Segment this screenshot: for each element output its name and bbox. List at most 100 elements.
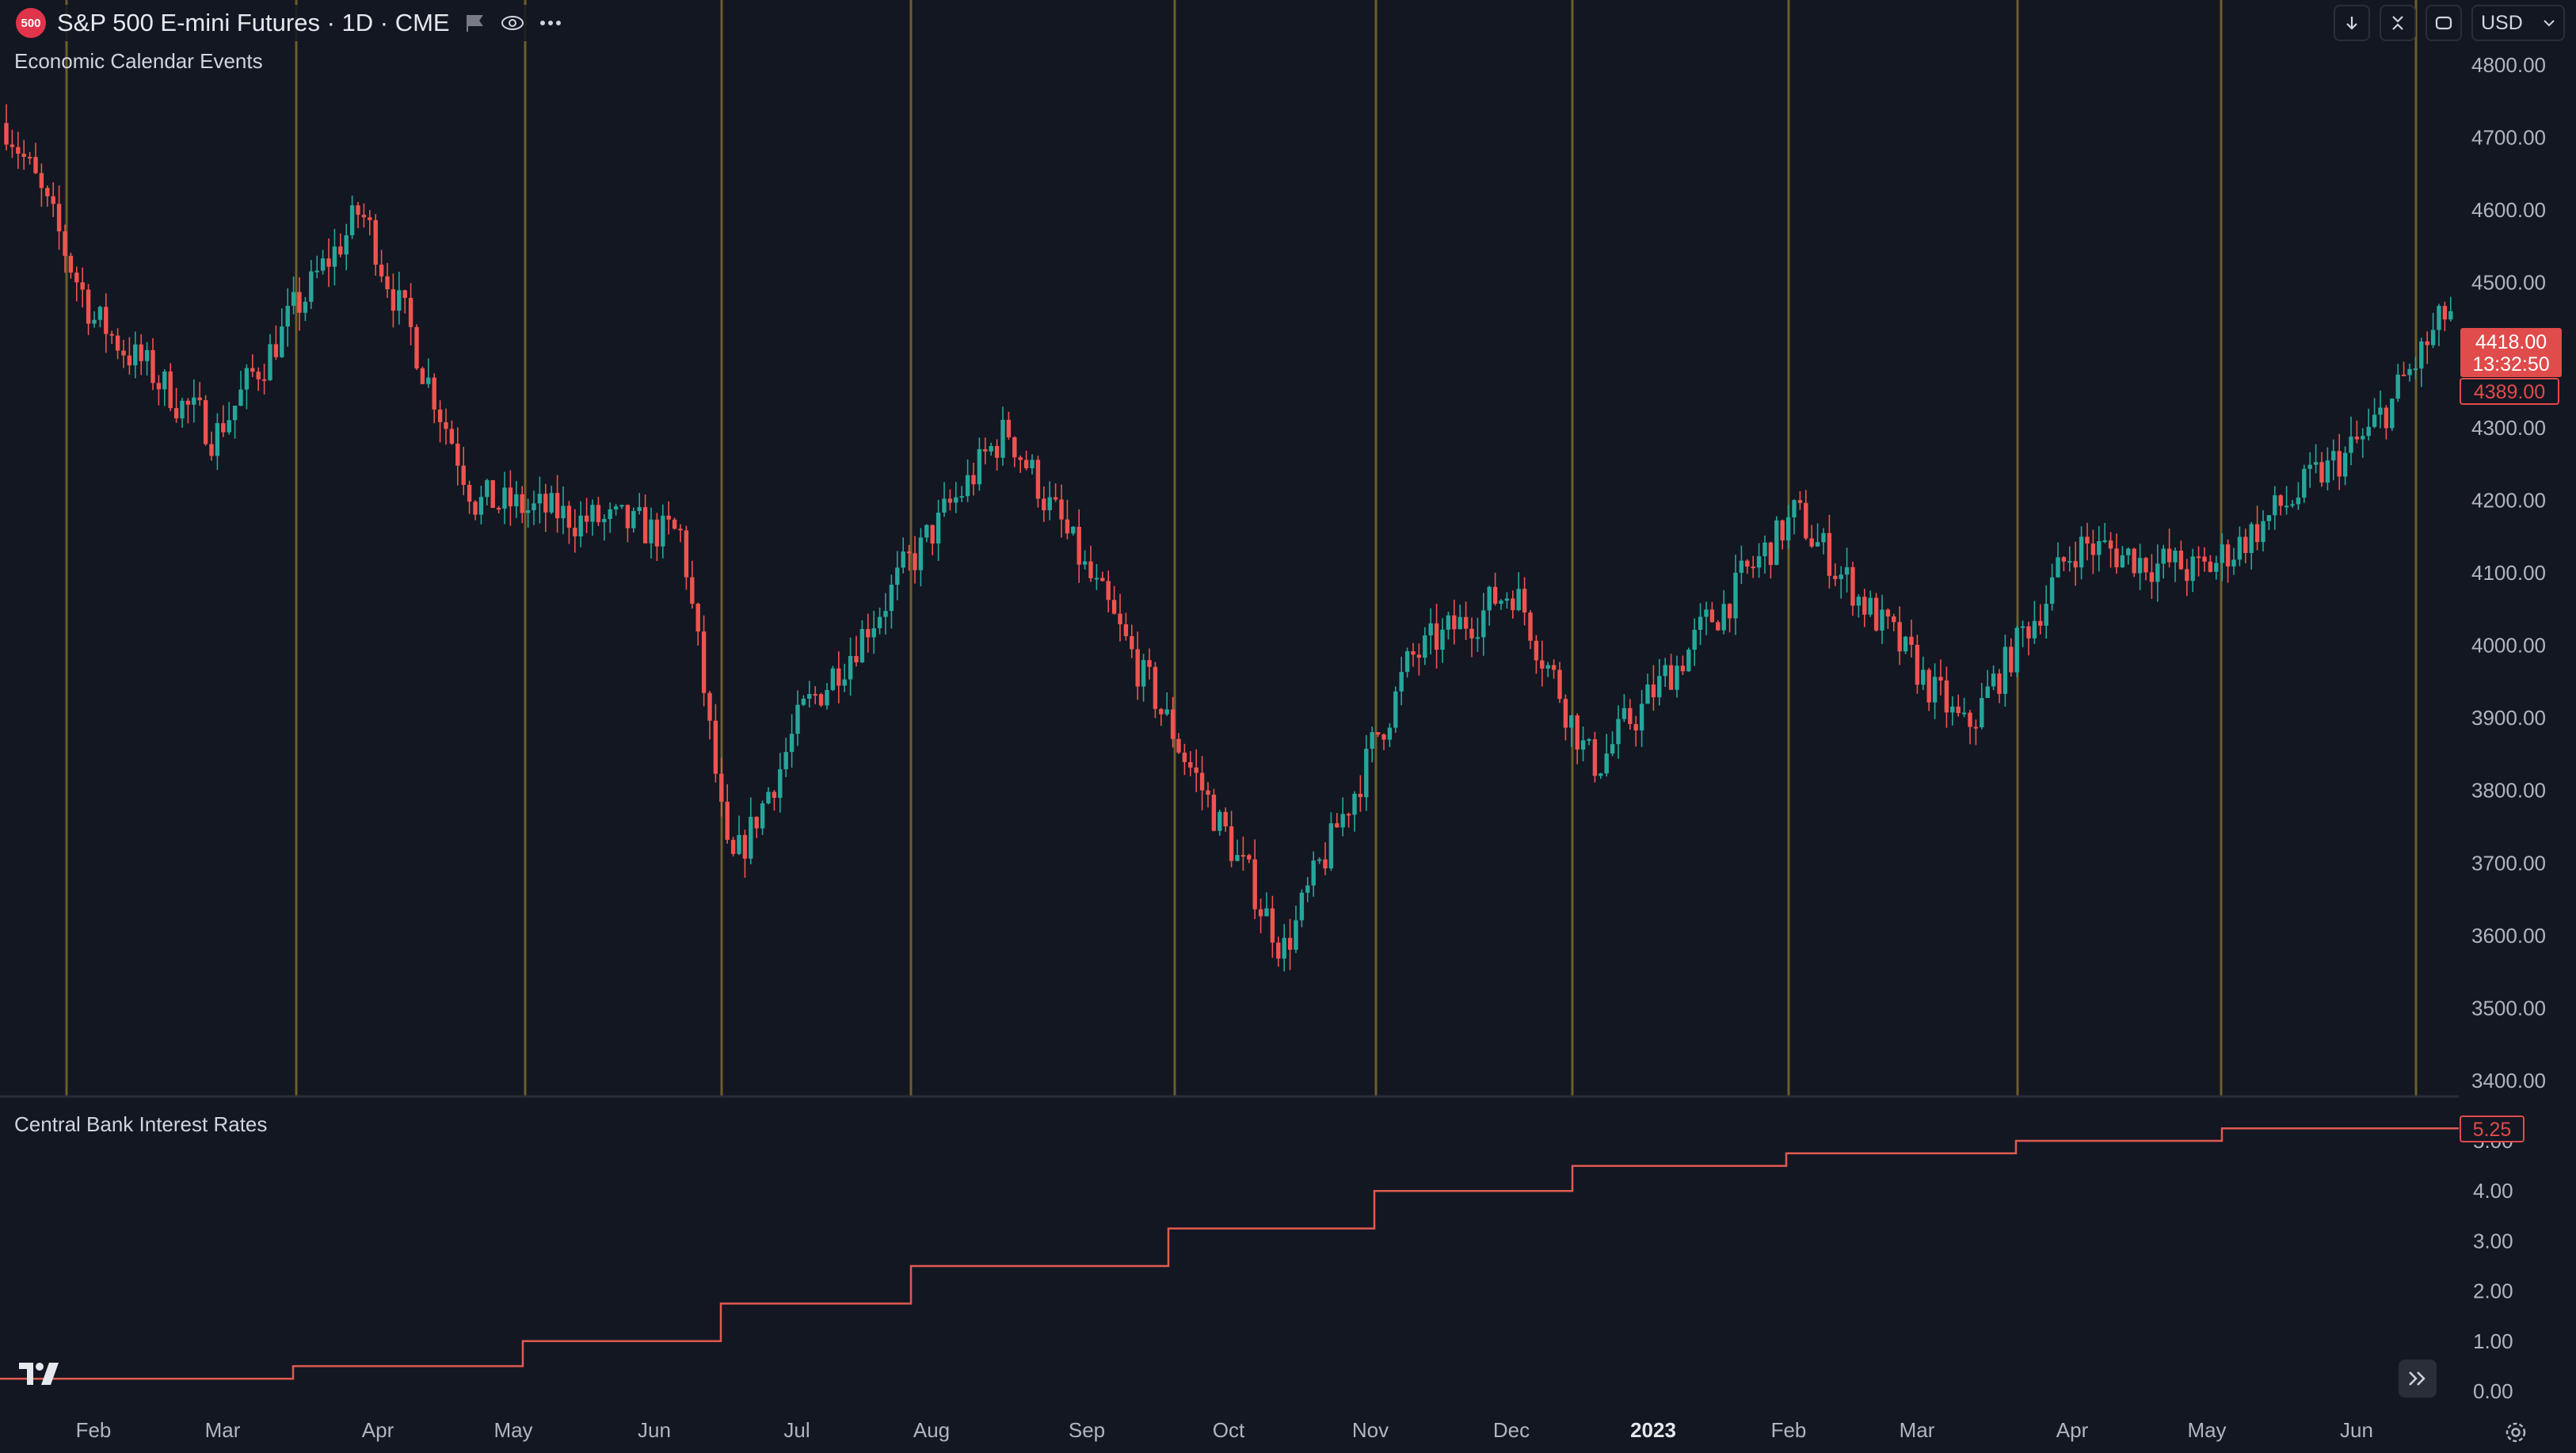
- candle-body: [2437, 306, 2441, 330]
- candle-body: [2361, 436, 2365, 440]
- candle-body: [273, 344, 279, 357]
- currency-value: USD: [2481, 11, 2523, 34]
- candle-body: [1873, 597, 1879, 631]
- candle-body: [109, 334, 114, 336]
- candle-body: [1404, 651, 1410, 673]
- candle-body: [1885, 609, 1891, 617]
- candle-body: [965, 475, 970, 497]
- candle-body: [502, 487, 507, 509]
- candle-body: [859, 628, 865, 663]
- price-tick-label: 4800.00: [2471, 53, 2546, 77]
- candle-body: [994, 445, 1000, 458]
- sub-indicator-label[interactable]: Central Bank Interest Rates: [14, 1112, 268, 1136]
- candle-body: [818, 694, 824, 706]
- more-icon[interactable]: [537, 10, 564, 36]
- candle-body: [490, 480, 495, 509]
- candle-body: [256, 372, 261, 379]
- candle-body: [1042, 498, 1046, 511]
- candle-body: [1352, 793, 1357, 815]
- candle-body: [1311, 860, 1316, 886]
- collapse-icon[interactable]: [2380, 5, 2416, 41]
- arrow-down-icon[interactable]: [2334, 5, 2370, 41]
- price-tick-label: 4600.00: [2471, 198, 2546, 222]
- flag-icon[interactable]: [461, 10, 488, 36]
- candle-body: [1111, 600, 1117, 614]
- candle-body: [889, 584, 894, 612]
- candle-body: [1833, 575, 1838, 579]
- time-tick-label: May: [2187, 1418, 2226, 1442]
- candle-body: [356, 205, 360, 215]
- main-indicator-label[interactable]: Economic Calendar Events: [14, 49, 263, 73]
- candle-body: [1639, 704, 1644, 730]
- countdown-value: 13:32:50: [2472, 353, 2549, 376]
- candle-body: [737, 834, 741, 854]
- candle-body: [1182, 752, 1187, 763]
- candle-body: [543, 494, 548, 513]
- candle-body: [1270, 908, 1275, 943]
- candle-body: [783, 752, 788, 769]
- candle-body: [936, 513, 941, 544]
- candle-body: [1944, 680, 1949, 713]
- candle-body: [2442, 306, 2448, 320]
- candle-body: [801, 698, 806, 705]
- candle-body: [268, 344, 272, 380]
- candle-body: [1082, 561, 1088, 565]
- candle-body: [2331, 451, 2336, 461]
- time-tick-label: Jun: [638, 1418, 671, 1442]
- candle-body: [1006, 419, 1012, 437]
- candle-body: [496, 508, 501, 510]
- candle-body: [1164, 709, 1169, 715]
- candle-body: [1141, 660, 1146, 687]
- rate-tick-label: 4.00: [2473, 1179, 2513, 1203]
- price-tick-label: 4500.00: [2471, 271, 2546, 295]
- candle-body: [1106, 581, 1111, 601]
- candle-body: [1557, 669, 1562, 700]
- candle-body: [349, 205, 355, 235]
- candle-body: [2401, 374, 2406, 376]
- candle-body: [86, 289, 91, 324]
- currency-select[interactable]: USD: [2471, 5, 2565, 41]
- candle-body: [1704, 609, 1709, 617]
- symbol-title[interactable]: S&P 500 E-mini Futures · 1D · CME: [57, 9, 450, 36]
- candle-body: [1809, 538, 1814, 547]
- candle-body: [121, 350, 126, 356]
- candle-body: [566, 505, 572, 528]
- candle-body: [80, 282, 85, 290]
- candle-body: [573, 528, 577, 537]
- tradingview-logo-icon[interactable]: [17, 1360, 68, 1388]
- candle-body: [1118, 613, 1122, 625]
- candle-body: [959, 496, 964, 498]
- candle-body: [1751, 566, 1755, 569]
- economic-event-lines: [65, 0, 2418, 1096]
- sync-icon[interactable]: [2425, 5, 2462, 41]
- candle-body: [590, 505, 595, 522]
- candle-body: [1868, 597, 1873, 615]
- candle-body: [1827, 532, 1832, 576]
- candle-body: [2384, 407, 2389, 429]
- candle-body: [654, 519, 660, 547]
- candle-body: [1587, 739, 1591, 742]
- candle-body: [1651, 684, 1656, 698]
- candle-body: [2114, 548, 2119, 568]
- candle-body: [1745, 560, 1750, 567]
- candle-body: [385, 276, 390, 290]
- scroll-to-latest-button[interactable]: [2399, 1360, 2437, 1398]
- candle-body: [1294, 920, 1298, 950]
- eye-icon[interactable]: [499, 10, 526, 36]
- candle-body: [678, 528, 683, 531]
- candle-body: [866, 628, 871, 638]
- symbol-header[interactable]: 500 S&P 500 E-mini Futures · 1D · CME: [6, 5, 574, 41]
- candle-body: [1897, 622, 1902, 652]
- candle-body: [1381, 734, 1386, 740]
- candle-body: [1932, 677, 1938, 703]
- candle-body: [1551, 665, 1557, 670]
- candle-body: [2407, 368, 2412, 376]
- candle-body: [1926, 669, 1931, 703]
- candle-body: [1780, 520, 1785, 541]
- candle-body: [2002, 646, 2008, 694]
- candle-body: [1839, 574, 1843, 579]
- candle-body: [2196, 556, 2201, 559]
- candle-body: [1716, 622, 1721, 631]
- settings-gear-icon[interactable]: [2498, 1415, 2533, 1450]
